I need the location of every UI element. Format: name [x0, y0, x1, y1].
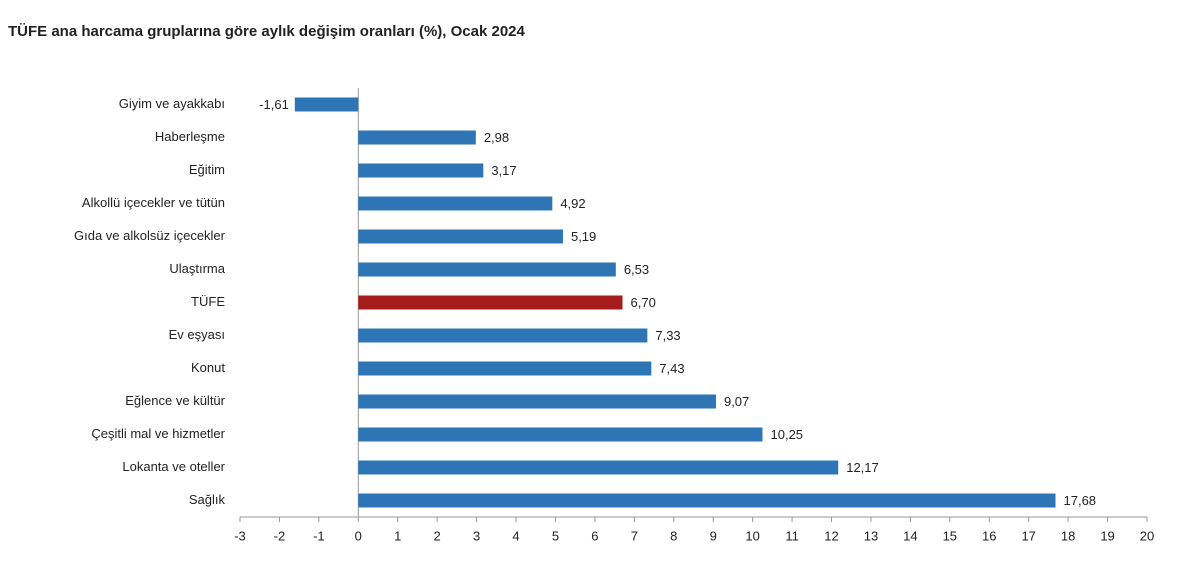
x-tick-label: 3 — [473, 528, 480, 543]
value-label: 7,33 — [655, 328, 680, 343]
y-tick-label: Eğlence ve kültür — [125, 393, 225, 408]
value-label: 12,17 — [846, 460, 879, 475]
value-label: 5,19 — [571, 229, 596, 244]
x-tick-label: 20 — [1140, 528, 1154, 543]
bar — [294, 97, 359, 112]
value-label: -1,61 — [259, 97, 289, 112]
x-tick-label: 12 — [824, 528, 838, 543]
bar — [358, 229, 563, 244]
y-tick-label: Sağlık — [189, 492, 226, 507]
y-tick-label: Konut — [191, 360, 225, 375]
y-tick-label: Ulaştırma — [169, 261, 225, 276]
y-tick-label: Lokanta ve oteller — [122, 459, 225, 474]
x-tick-label: 16 — [982, 528, 996, 543]
y-tick-label: Giyim ve ayakkabı — [119, 96, 225, 111]
x-tick-label: 15 — [943, 528, 957, 543]
value-label: 9,07 — [724, 394, 749, 409]
value-label: 3,17 — [491, 163, 516, 178]
bar — [358, 163, 484, 178]
x-tick-label: 17 — [1021, 528, 1035, 543]
value-label: 10,25 — [771, 427, 804, 442]
x-tick-label: 13 — [864, 528, 878, 543]
x-tick-label: 19 — [1100, 528, 1114, 543]
x-tick-label: 4 — [512, 528, 519, 543]
x-tick-label: -1 — [313, 528, 325, 543]
x-tick-label: 11 — [785, 528, 799, 543]
x-tick-label: 2 — [434, 528, 441, 543]
x-tick-label: 6 — [591, 528, 598, 543]
y-tick-label: Çeşitli mal ve hizmetler — [91, 426, 225, 441]
value-label: 4,92 — [560, 196, 585, 211]
x-tick-label: -2 — [274, 528, 286, 543]
bar — [358, 460, 839, 475]
x-tick-label: 18 — [1061, 528, 1075, 543]
x-tick-label: 8 — [670, 528, 677, 543]
y-tick-label: Gıda ve alkolsüz içecekler — [74, 228, 226, 243]
bar — [358, 427, 763, 442]
x-tick-label: 10 — [745, 528, 759, 543]
y-tick-label: Ev eşyası — [169, 327, 225, 342]
bar — [358, 493, 1056, 508]
value-label: 6,70 — [631, 295, 656, 310]
x-tick-label: 7 — [631, 528, 638, 543]
bar — [358, 295, 623, 310]
y-tick-label: Haberleşme — [155, 129, 225, 144]
bar — [358, 130, 476, 145]
value-label: 7,43 — [659, 361, 684, 376]
bar — [358, 394, 716, 409]
value-label: 17,68 — [1064, 493, 1097, 508]
value-label: 2,98 — [484, 130, 509, 145]
bar — [358, 196, 553, 211]
chart-title: TÜFE ana harcama gruplarına göre aylık d… — [8, 23, 526, 40]
y-tick-label: TÜFE — [191, 294, 225, 309]
bar — [358, 328, 648, 343]
x-tick-label: 9 — [710, 528, 717, 543]
y-tick-label: Alkollü içecekler ve tütün — [82, 195, 225, 210]
x-tick-label: -3 — [234, 528, 246, 543]
value-label: 6,53 — [624, 262, 649, 277]
y-tick-label: Eğitim — [189, 162, 225, 177]
bar — [358, 361, 652, 376]
x-tick-label: 0 — [355, 528, 362, 543]
x-tick-label: 1 — [394, 528, 401, 543]
x-tick-label: 14 — [903, 528, 917, 543]
x-tick-label: 5 — [552, 528, 559, 543]
bar — [358, 262, 616, 277]
